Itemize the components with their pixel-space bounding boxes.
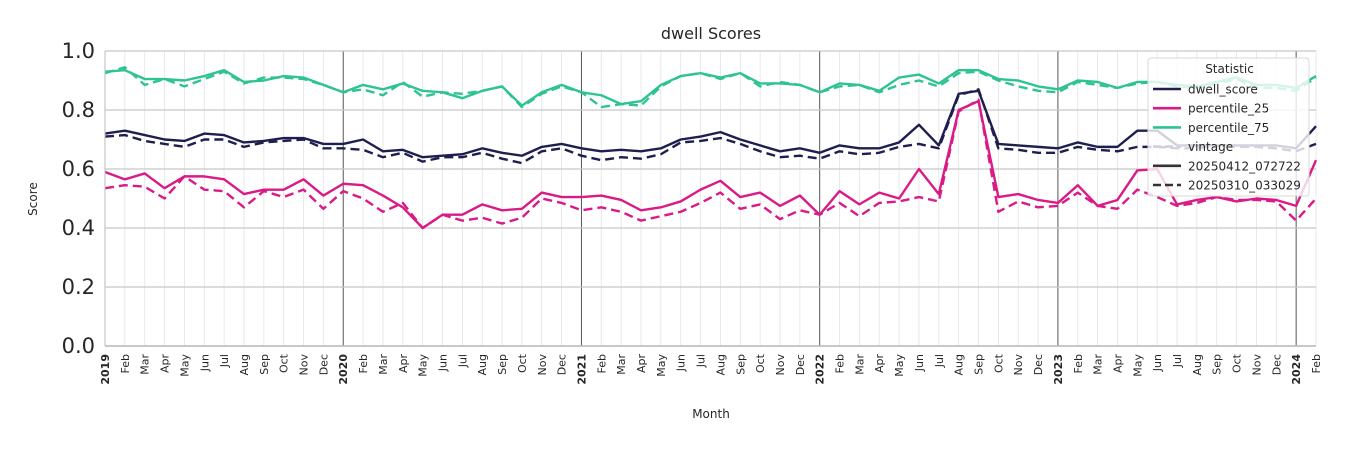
legend-entry: 20250412_072722	[1188, 159, 1301, 173]
x-tick-label: Aug	[1191, 354, 1204, 375]
x-tick-label: Nov	[774, 354, 787, 376]
x-tick-label: Aug	[714, 354, 727, 375]
x-tick-label: Feb	[357, 354, 370, 373]
x-tick-label: Sep	[258, 354, 271, 375]
x-tick-label: 2020	[337, 354, 350, 385]
x-tick-label: Oct	[278, 353, 291, 373]
x-tick-label: 2022	[814, 354, 827, 385]
x-tick-label: May	[655, 354, 668, 377]
x-tick-label: May	[1131, 354, 1144, 377]
series-line-percentile_25-dashed	[104, 98, 1317, 230]
legend-entry: dwell_score	[1188, 83, 1258, 97]
x-tick-label: Sep	[496, 354, 509, 375]
x-tick-label: Jun	[1151, 354, 1164, 372]
x-tick-label: Jul	[933, 354, 946, 368]
series-line-dwell_score-dashed	[104, 88, 1317, 165]
series-line-percentile_25-solid	[104, 99, 1318, 230]
x-tick-label: Jul	[456, 354, 469, 368]
x-tick-label: Sep	[734, 354, 747, 375]
x-tick-label: 2019	[99, 354, 112, 385]
x-tick-label: 2023	[1052, 354, 1065, 385]
x-tick-label: Dec	[1270, 354, 1283, 375]
x-tick-label: Jun	[913, 354, 926, 372]
series-lines	[104, 66, 1318, 230]
x-tick-label: Feb	[595, 354, 608, 373]
x-tick-label: Dec	[1032, 354, 1045, 375]
y-tick-label: 0.8	[62, 98, 95, 122]
x-tick-label: Apr	[635, 354, 648, 374]
x-tick-label: Nov	[536, 354, 549, 376]
legend: Statistic dwell_score percentile_25percent…	[1147, 57, 1310, 197]
legend-entry: vintage	[1188, 140, 1233, 154]
x-tick-label: 2021	[575, 354, 588, 385]
x-tick-label: Feb	[1072, 354, 1085, 373]
x-tick-label: Mar	[853, 354, 866, 375]
y-tick-label: 0.6	[62, 157, 95, 181]
x-tick-label: Nov	[298, 354, 311, 376]
series-line-percentile_75-dashed	[104, 66, 1317, 109]
x-axis-label: Month	[692, 407, 730, 421]
x-tick-label: Apr	[159, 354, 172, 374]
x-tick-label: Jul	[1171, 354, 1184, 368]
x-tick-label: Aug	[238, 354, 251, 375]
y-tick-label: 0.2	[62, 275, 95, 299]
chart-title: dwell Scores	[661, 24, 761, 43]
x-tick-label: Oct	[516, 353, 529, 373]
y-tick-label: 1.0	[62, 39, 95, 63]
x-tick-label: Feb	[1310, 354, 1323, 373]
x-tick-label: Dec	[556, 354, 569, 375]
x-tick-label: Oct	[992, 353, 1005, 373]
axes: 0.0 0.2 0.4 0.6 0.8 1.0 2019 Feb Mar Apr May Jun Jul…	[62, 39, 1323, 385]
x-tick-label: Feb	[834, 354, 847, 373]
x-tick-label: Feb	[119, 354, 132, 373]
series-line-dwell_score-solid	[104, 89, 1317, 159]
x-tick-label: Dec	[794, 354, 807, 375]
x-tick-label: Jun	[436, 354, 449, 372]
x-tick-label: Mar	[139, 354, 152, 375]
x-tick-label: Dec	[317, 354, 330, 375]
x-tick-label: Apr	[397, 354, 410, 374]
x-tick-label: Nov	[1250, 354, 1263, 376]
x-tick-label: Apr	[1111, 354, 1124, 374]
x-tick-label: Jul	[695, 354, 708, 368]
x-tick-label: Oct	[1231, 353, 1244, 373]
x-tick-label: Sep	[1211, 354, 1224, 375]
x-tick-label: Sep	[973, 354, 986, 375]
legend-entry: percentile_75	[1188, 121, 1269, 135]
x-tick-label: Mar	[377, 354, 390, 375]
x-tick-label: May	[893, 354, 906, 377]
x-tick-label: May	[417, 354, 430, 377]
x-tick-label: Jun	[198, 354, 211, 372]
legend-box	[1147, 57, 1310, 197]
x-tick-label: Nov	[1012, 354, 1025, 376]
x-tick-label: Apr	[873, 354, 886, 374]
y-axis-label: Score	[26, 182, 40, 216]
legend-entry: percentile_25	[1188, 102, 1269, 116]
x-tick-label: Mar	[615, 354, 628, 375]
x-tick-label: Jul	[218, 354, 231, 368]
x-tick-label: Mar	[1092, 354, 1105, 375]
y-tick-label: 0.4	[62, 216, 95, 240]
legend-entry: 20250310_033029	[1188, 179, 1301, 193]
x-tick-label: Aug	[953, 354, 966, 375]
legend-title: Statistic	[1205, 62, 1254, 76]
x-tick-label: Jun	[675, 354, 688, 372]
x-tick-label: May	[178, 354, 191, 377]
x-tick-label: Aug	[476, 354, 489, 375]
x-tick-label: Oct	[754, 353, 767, 373]
y-tick-label: 0.0	[62, 334, 95, 358]
x-tick-label: 2024	[1290, 354, 1303, 385]
